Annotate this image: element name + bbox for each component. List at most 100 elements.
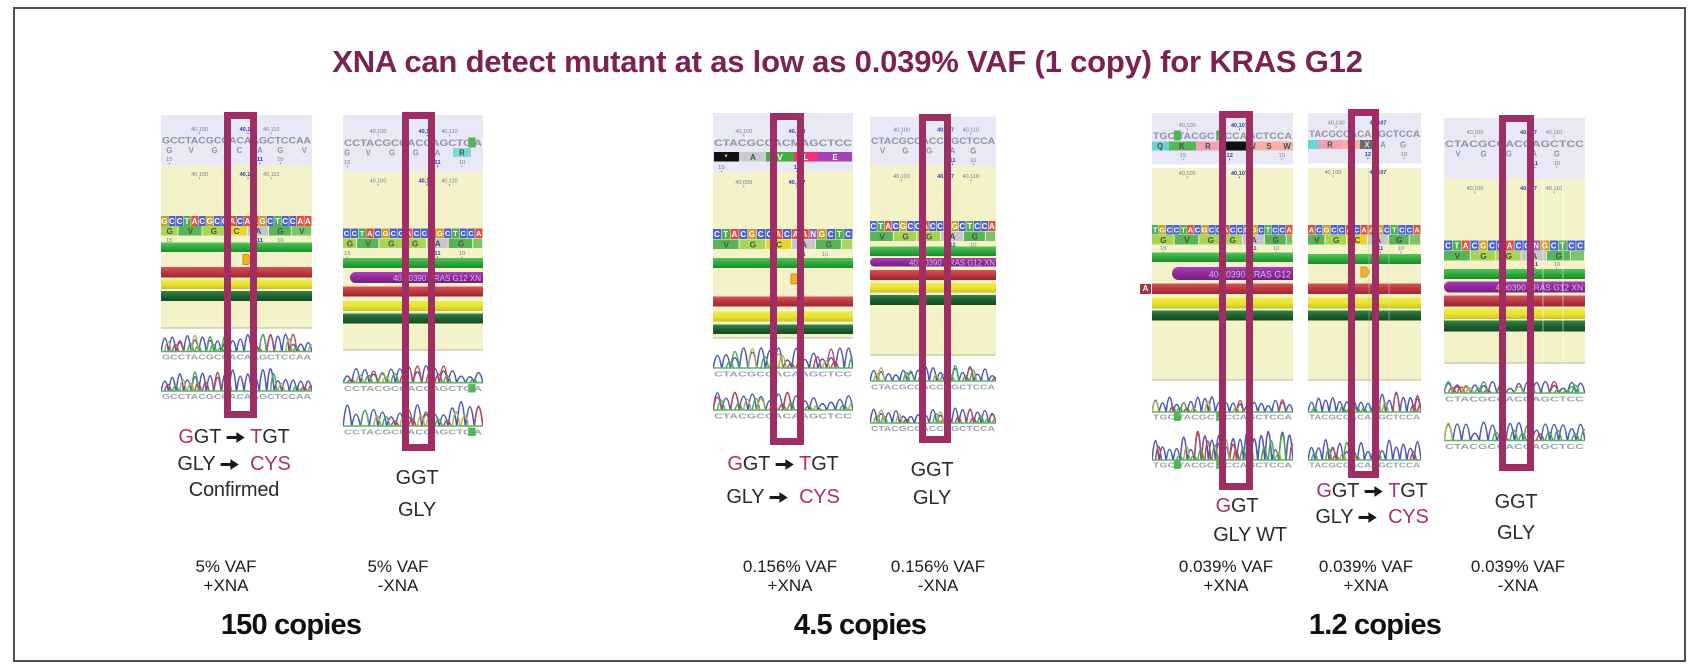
- svg-text:G: G: [926, 146, 932, 155]
- svg-text:11: 11: [1377, 246, 1384, 252]
- svg-text:L: L: [804, 153, 809, 162]
- svg-text:A: A: [257, 146, 263, 155]
- svg-text:10: 10: [970, 243, 976, 249]
- svg-text:G: G: [926, 231, 932, 241]
- svg-text:40,100: 40,100: [735, 129, 752, 135]
- svg-text:C: C: [784, 230, 790, 239]
- svg-text:TACGCCACAAGCTCCA: TACGCCACAAGCTCCA: [1309, 413, 1421, 422]
- svg-text:V: V: [1184, 235, 1190, 245]
- svg-text:CTACGCCACCAGCTCCA: CTACGCCACCAGCTCCA: [871, 136, 996, 146]
- svg-text:R: R: [459, 148, 465, 157]
- svg-text:C: C: [1354, 235, 1360, 245]
- svg-text:T: T: [1181, 226, 1186, 235]
- svg-text:*: *: [724, 153, 727, 162]
- svg-text:C: C: [267, 217, 273, 226]
- svg-text:C: C: [1237, 226, 1243, 235]
- svg-text:G: G: [1333, 235, 1339, 245]
- svg-text:C: C: [937, 222, 943, 231]
- svg-text:G: G: [970, 146, 976, 155]
- svg-text:10: 10: [1278, 153, 1284, 159]
- svg-text:12: 12: [1365, 152, 1371, 158]
- svg-text:C: C: [959, 222, 965, 231]
- svg-text:10: 10: [277, 157, 283, 163]
- svg-text:GCCTACGCCACAAGCTCCAA: GCCTACGCCACAAGCTCCAA: [162, 392, 312, 401]
- svg-text:G: G: [902, 146, 908, 155]
- svg-text:12: 12: [1226, 153, 1232, 159]
- svg-text:11: 11: [949, 243, 956, 249]
- svg-text:11: 11: [949, 158, 956, 164]
- svg-text:G: G: [412, 238, 418, 248]
- svg-text:G: G: [1480, 242, 1486, 251]
- svg-text:V: V: [188, 226, 194, 236]
- svg-text:C: C: [352, 229, 358, 238]
- svg-text:G: G: [826, 239, 832, 249]
- svg-text:40,107: 40,107: [419, 179, 436, 185]
- svg-text:T: T: [453, 229, 458, 238]
- svg-text:10: 10: [1554, 161, 1560, 167]
- svg-text:C: C: [915, 222, 921, 231]
- svg-text:CTACGCCACAAGCTCC: CTACGCCACAAGCTCC: [714, 412, 853, 421]
- svg-text:15: 15: [166, 157, 172, 163]
- svg-text:10: 10: [970, 158, 976, 164]
- svg-text:CTACGCCACAAGCTCC: CTACGCCACAAGCTCC: [714, 370, 853, 379]
- svg-text:C: C: [1399, 226, 1405, 235]
- svg-text:V: V: [1455, 149, 1461, 158]
- svg-text:C: C: [169, 217, 175, 226]
- svg-text:C: C: [1472, 242, 1478, 251]
- svg-text:T: T: [878, 222, 883, 231]
- svg-text:GCCTACGCCACAAGCTCCAA: GCCTACGCCACAAGCTCCAA: [162, 353, 312, 362]
- svg-text:40,100: 40,100: [1467, 186, 1484, 192]
- svg-text:C: C: [177, 217, 183, 226]
- svg-text:T: T: [1392, 226, 1397, 235]
- svg-text:V: V: [1314, 235, 1320, 245]
- svg-text:C: C: [1230, 226, 1236, 235]
- svg-text:4.00390 KRAS G12 XN: 4.00390 KRAS G12 XN: [1495, 283, 1583, 293]
- svg-text:40,100: 40,100: [1328, 121, 1345, 127]
- svg-text:G: G: [389, 148, 395, 157]
- svg-text:CTACGCCACCAGCTCCA: CTACGCCACCAGCTCCA: [871, 383, 996, 392]
- svg-text:10: 10: [277, 238, 283, 244]
- svg-text:G: G: [819, 230, 825, 239]
- svg-text:15: 15: [1160, 246, 1166, 252]
- svg-text:C: C: [908, 222, 914, 231]
- svg-text:G: G: [413, 148, 419, 157]
- svg-text:40,110: 40,110: [1546, 130, 1562, 136]
- svg-text:CTACGCCACCAGCTCC: CTACGCCACCAGCTCC: [1445, 139, 1585, 149]
- svg-text:G: G: [1202, 226, 1208, 235]
- svg-text:V: V: [724, 239, 730, 249]
- svg-text:V: V: [880, 146, 886, 155]
- svg-text:C: C: [237, 217, 243, 226]
- svg-text:T: T: [360, 229, 365, 238]
- svg-text:G: G: [277, 146, 283, 155]
- svg-text:C: C: [1339, 226, 1345, 235]
- svg-text:T: T: [837, 230, 842, 239]
- svg-text:C: C: [214, 217, 220, 226]
- svg-text:40,100: 40,100: [1324, 170, 1341, 176]
- svg-text:V: V: [302, 146, 308, 155]
- svg-text:G: G: [212, 146, 218, 155]
- svg-text:C: C: [845, 230, 851, 239]
- svg-text:G: G: [1542, 242, 1548, 251]
- svg-text:11: 11: [1250, 246, 1257, 252]
- svg-text:40,110: 40,110: [1546, 186, 1562, 192]
- svg-text:40,110: 40,110: [441, 179, 457, 185]
- svg-text:C: C: [1174, 226, 1180, 235]
- svg-text:11: 11: [434, 251, 441, 257]
- svg-text:N: N: [810, 230, 816, 239]
- svg-text:11: 11: [434, 160, 441, 166]
- svg-text:40,110: 40,110: [963, 128, 979, 134]
- svg-text:A: A: [732, 230, 738, 239]
- svg-text:C: C: [930, 222, 936, 231]
- svg-text:G: G: [347, 238, 353, 248]
- svg-text:G: G: [458, 238, 464, 248]
- svg-text:C: C: [1279, 226, 1285, 235]
- svg-text:C: C: [870, 222, 876, 231]
- svg-text:V: V: [299, 226, 305, 236]
- svg-text:G: G: [1160, 235, 1166, 245]
- svg-text:G: G: [750, 239, 756, 249]
- svg-text:G: G: [1208, 235, 1214, 245]
- svg-text:CCTACGCCACCAGCTC A: CCTACGCCACCAGCTC A: [344, 138, 483, 148]
- svg-text:C: C: [290, 217, 296, 226]
- svg-text:A: A: [1380, 141, 1386, 150]
- svg-text:A: A: [1531, 251, 1537, 261]
